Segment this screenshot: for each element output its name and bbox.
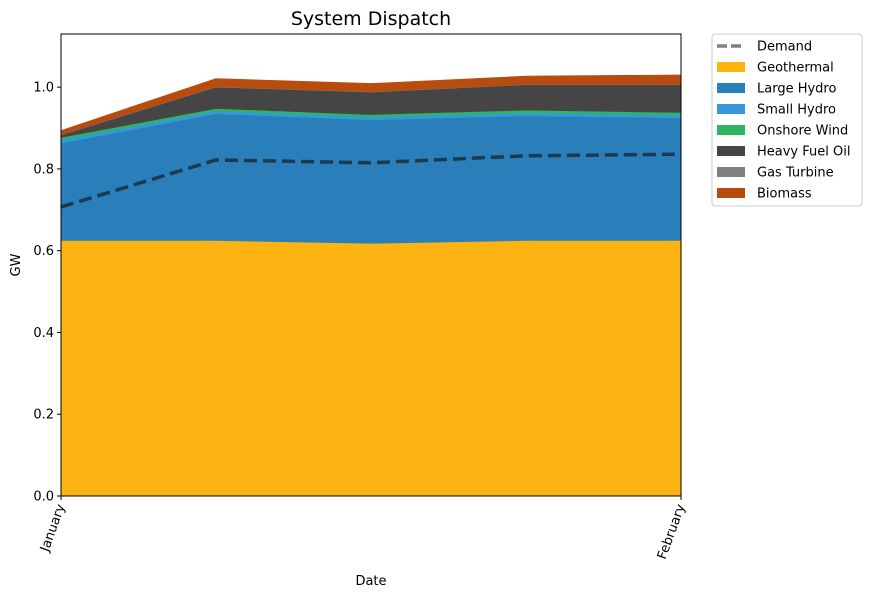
x-tick-label: January	[37, 502, 68, 555]
demand-layer	[60, 152, 682, 209]
legend-swatch-heavy-fuel-oil	[717, 146, 745, 156]
legend-swatch-gas-turbine	[717, 167, 745, 177]
legend-swatch-large-hydro	[717, 83, 745, 93]
legend-label-small-hydro: Small Hydro	[757, 103, 836, 118]
plot-frame	[60, 33, 682, 497]
legend-label-large-hydro: Large Hydro	[757, 82, 836, 97]
chart-title: System Dispatch	[291, 8, 451, 30]
y-tick-label: 0.2	[33, 408, 54, 423]
legend-swatch-onshore-wind	[717, 125, 745, 135]
legend-label-gas-turbine: Gas Turbine	[757, 166, 834, 181]
area-geothermal	[60, 240, 682, 497]
y-tick-label: 1.0	[33, 81, 54, 96]
legend: Demand Geothermal Large Hydro Small Hydro On…	[711, 33, 863, 207]
area-layers	[60, 74, 682, 497]
legend-swatch-biomass	[717, 188, 745, 198]
y-tick-label: 0.8	[33, 162, 54, 177]
demand-line	[60, 152, 682, 209]
x-axis-label: Date	[355, 574, 386, 589]
legend-label-onshore-wind: Onshore Wind	[757, 124, 848, 139]
legend-label-geothermal: Geothermal	[757, 61, 834, 76]
y-axis: 0.0 0.2 0.4 0.6 0.8 1.0	[33, 81, 61, 505]
x-axis: January February	[37, 496, 689, 562]
legend-swatch-geothermal	[717, 62, 745, 72]
y-tick-label: 0.6	[33, 244, 54, 259]
legend-label-biomass: Biomass	[757, 187, 812, 202]
y-axis-label: GW	[9, 253, 24, 276]
legend-box	[711, 33, 863, 207]
legend-label-demand: Demand	[757, 40, 812, 55]
legend-swatch-small-hydro	[717, 104, 745, 114]
legend-label-heavy-fuel-oil: Heavy Fuel Oil	[757, 145, 850, 160]
y-tick-label: 0.0	[33, 490, 54, 505]
x-tick-label: February	[655, 502, 689, 562]
y-tick-label: 0.4	[33, 326, 54, 341]
